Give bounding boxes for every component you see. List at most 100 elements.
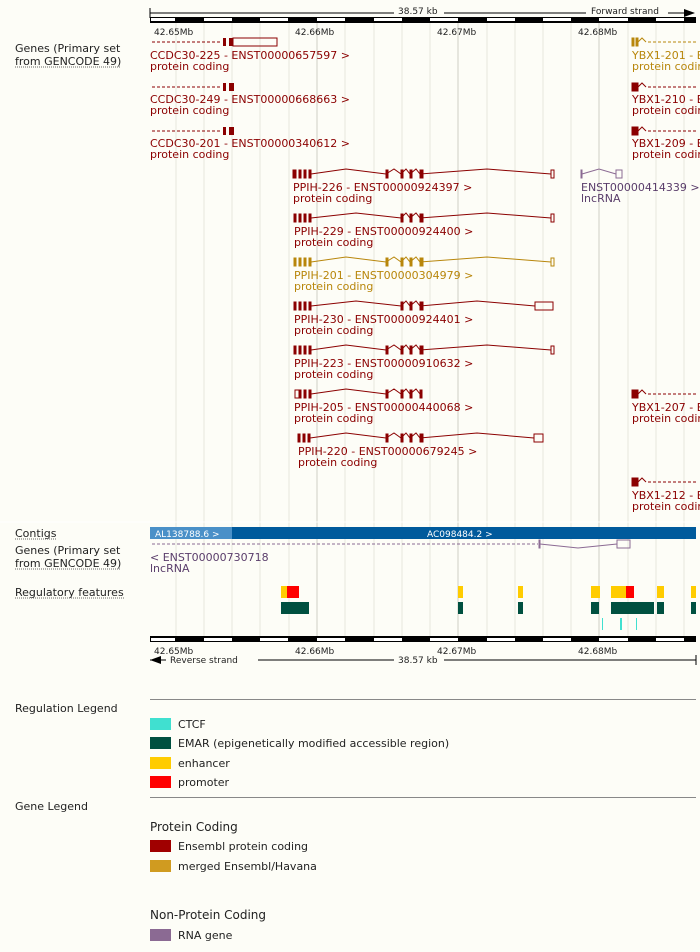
genes-fwd-track-label[interactable]: Genes (Primary set from GENCODE 49) — [15, 42, 124, 68]
bottom-tick-3: 42.67Mb — [437, 647, 477, 657]
legend-label: CTCF — [178, 717, 206, 731]
transcript-name[interactable]: CCDC30-249 - ENST00000668663 > — [150, 93, 350, 106]
bottom-scale — [150, 636, 697, 665]
transcript-name[interactable]: CCDC30-201 - ENST00000340612 > — [150, 137, 350, 150]
transcript-biotype: protein coding — [294, 236, 373, 249]
transcript-ppih-226[interactable] — [292, 168, 555, 179]
bottom-tick-1: 42.65Mb — [154, 647, 194, 657]
legend-item-enhancer: enhancer — [150, 756, 230, 770]
transcript-biotype: protein coding — [150, 148, 229, 161]
enhancer-swatch — [150, 757, 171, 769]
transcript-name[interactable]: PPIH-229 - ENST00000924400 > — [294, 225, 473, 238]
transcript-ppih-223[interactable] — [293, 344, 555, 355]
transcript-name[interactable]: YBX1-210 - E — [631, 93, 700, 106]
legend-item-ctcf: CTCF — [150, 717, 206, 731]
genes-rev-label-line2: from GENCODE 49) — [15, 557, 121, 570]
transcript-ppih-220[interactable] — [297, 432, 544, 443]
transcript-biotype: protein coding — [294, 280, 373, 293]
legend-divider — [150, 797, 696, 798]
contig-right-label[interactable]: AC098484.2 > — [427, 530, 493, 540]
regulation-legend-title: Regulation Legend — [15, 702, 118, 715]
transcript-biotype: protein codin — [632, 412, 700, 425]
transcript-ybx1-207[interactable] — [631, 389, 698, 399]
promoter-swatch — [150, 776, 171, 788]
legend-divider — [150, 699, 696, 700]
protein-coding-heading: Protein Coding — [150, 820, 238, 834]
transcript-name[interactable]: PPIH-226 - ENST00000924397 > — [293, 181, 472, 194]
transcript-ccdc30-201[interactable] — [152, 127, 234, 135]
genes-rev-label-line1: Genes (Primary set — [15, 544, 121, 557]
transcript-biotype: lncRNA — [150, 562, 190, 575]
legend-label: EMAR (epigenetically modified accessible… — [178, 736, 450, 750]
genes-fwd-label-line2: from GENCODE 49) — [15, 55, 121, 68]
bottom-scale-length: 38.57 kb — [398, 656, 438, 666]
legend-label: enhancer — [178, 756, 230, 770]
contig-left-label[interactable]: AL138788.6 > — [155, 530, 220, 540]
transcript-name[interactable]: PPIH-205 - ENST00000440068 > — [294, 401, 473, 414]
transcript-biotype: protein codin — [632, 60, 700, 73]
non-protein-coding-heading: Non-Protein Coding — [150, 908, 267, 922]
legend-label: merged Ensembl/Havana — [178, 859, 317, 873]
transcript-ybx1-209[interactable] — [631, 126, 698, 136]
transcript-name[interactable]: YBX1-201 - E — [631, 49, 700, 62]
transcript-name[interactable]: YBX1-212 - E — [631, 489, 700, 502]
legend-label: RNA gene — [178, 928, 233, 942]
transcript-name[interactable]: PPIH-230 - ENST00000924401 > — [294, 313, 473, 326]
transcript-ppih-201[interactable] — [293, 256, 555, 267]
transcript-ccdc30-249[interactable] — [152, 83, 234, 91]
bottom-tick-4: 42.68Mb — [578, 647, 618, 657]
top-tick-3: 42.67Mb — [437, 28, 477, 38]
legend-item-rna-gene: RNA gene — [150, 928, 232, 942]
bottom-strand-label: Reverse strand — [170, 656, 238, 666]
contig-bar[interactable] — [150, 527, 696, 539]
genes-fwd-label-line1: Genes (Primary set — [15, 42, 121, 55]
bottom-tick-2: 42.66Mb — [295, 647, 335, 657]
emar-swatch — [150, 737, 171, 749]
genes-rev-track-label[interactable]: Genes (Primary set from GENCODE 49) — [15, 544, 124, 570]
legend-label: promoter — [178, 775, 230, 789]
legend-item-emar: EMAR (epigenetically modified accessible… — [150, 736, 449, 750]
transcript-biotype: protein codin — [632, 148, 700, 161]
regulatory-features[interactable] — [281, 586, 696, 630]
top-scale-length: 38.57 kb — [398, 7, 438, 17]
transcript-ybx1-212[interactable] — [631, 477, 698, 487]
transcript-ppih-205[interactable] — [294, 388, 423, 399]
ensembl-pc-swatch — [150, 840, 171, 852]
transcript-name[interactable]: YBX1-207 - E — [631, 401, 700, 414]
transcript-biotype: protein coding — [150, 104, 229, 117]
transcript-biotype: protein coding — [294, 368, 373, 381]
transcript-biotype: protein codin — [632, 500, 700, 513]
top-tick-1: 42.65Mb — [154, 28, 194, 38]
gene-legend-title: Gene Legend — [15, 800, 88, 813]
transcript-ppih-230[interactable] — [293, 300, 554, 311]
transcript-name[interactable]: PPIH-201 - ENST00000304979 > — [294, 269, 473, 282]
regulatory-track-label[interactable]: Regulatory features — [15, 586, 124, 599]
transcript-name[interactable]: < ENST00000730718 — [150, 551, 269, 564]
transcript-name[interactable]: CCDC30-225 - ENST00000657597 > — [150, 49, 350, 62]
transcript-ybx1-201[interactable] — [631, 37, 698, 47]
transcript-biotype: protein coding — [294, 412, 373, 425]
transcript-name[interactable]: YBX1-209 - E — [631, 137, 700, 150]
transcript-ccdc30-225[interactable] — [152, 37, 278, 47]
transcript-ybx1-210[interactable] — [631, 82, 698, 92]
legend-item-merged-havana: merged Ensembl/Havana — [150, 859, 317, 873]
legend-item-promoter: promoter — [150, 775, 229, 789]
transcript-biotype: protein coding — [298, 456, 377, 469]
top-tick-4: 42.68Mb — [578, 28, 618, 38]
transcript-biotype: protein coding — [150, 60, 229, 73]
transcript-biotype: protein codin — [632, 104, 700, 117]
transcript-ppih-229[interactable] — [293, 212, 555, 223]
transcript-name[interactable]: PPIH-220 - ENST00000679245 > — [298, 445, 477, 458]
transcript-name[interactable]: PPIH-223 - ENST00000910632 > — [294, 357, 473, 370]
transcript-biotype: protein coding — [293, 192, 372, 205]
transcript-biotype: protein coding — [294, 324, 373, 337]
transcript-name[interactable]: ENST00000414339 > — [581, 181, 700, 194]
transcript-biotype: lncRNA — [581, 192, 621, 205]
transcript-enst00000414339[interactable] — [580, 168, 623, 179]
transcript-enst00000730718[interactable] — [152, 539, 631, 549]
top-scale — [149, 8, 696, 23]
rna-gene-swatch — [150, 929, 171, 941]
contigs-track-label[interactable]: Contigs — [15, 527, 57, 540]
legend-item-ensembl-protein-coding: Ensembl protein coding — [150, 839, 308, 853]
